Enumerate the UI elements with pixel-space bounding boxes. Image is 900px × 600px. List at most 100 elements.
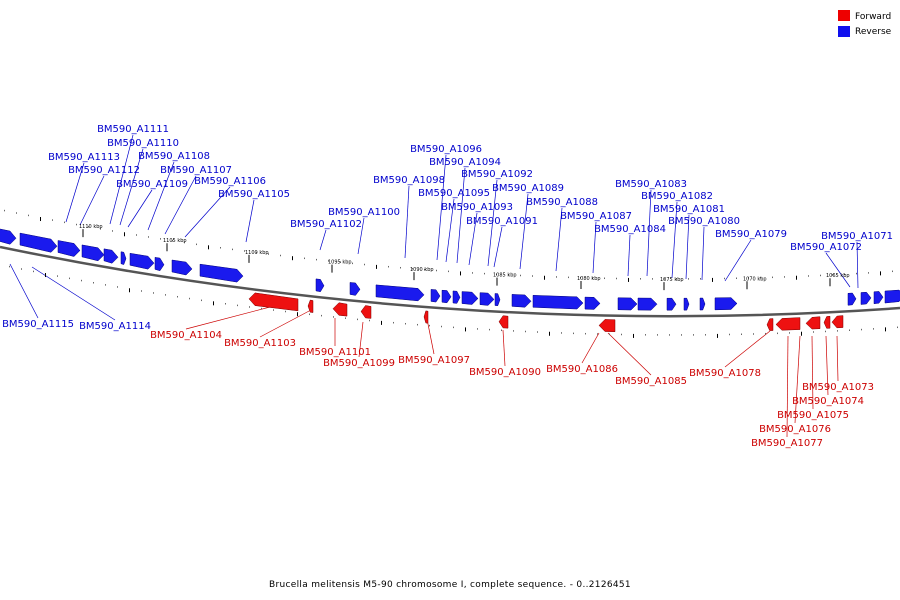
backbone-dot (148, 236, 149, 238)
gene-feature[interactable] (360, 305, 372, 319)
gene-feature[interactable] (349, 282, 361, 296)
gene-label-reverse[interactable]: BM590_A1082 (641, 191, 713, 202)
gene-label-reverse[interactable]: BM590_A1114 (79, 321, 151, 332)
gene-feature[interactable] (823, 315, 831, 329)
leader-line (357, 217, 365, 255)
gene-feature[interactable] (532, 295, 584, 310)
gene-label-forward[interactable]: BM590_A1103 (224, 338, 296, 349)
gene-label-forward[interactable]: BM590_A1074 (792, 396, 864, 407)
leader-line (836, 335, 839, 382)
gene-feature[interactable] (129, 252, 155, 270)
gene-label-reverse[interactable]: BM590_A1080 (668, 216, 740, 227)
gene-label-forward[interactable]: BM590_A1085 (615, 376, 687, 387)
gene-feature[interactable] (598, 319, 616, 332)
gene-feature[interactable] (461, 291, 479, 305)
gene-feature[interactable] (775, 317, 801, 331)
gene-label-reverse[interactable]: BM590_A1084 (594, 224, 666, 235)
gene-feature[interactable] (714, 297, 738, 311)
gene-label-reverse[interactable]: BM590_A1095 (418, 188, 490, 199)
gene-label-forward[interactable]: BM590_A1101 (299, 347, 371, 358)
gene-feature[interactable] (423, 310, 429, 324)
backbone-dot (352, 262, 353, 265)
gene-label-reverse[interactable]: BM590_A1105 (218, 189, 290, 200)
leader-line (825, 335, 829, 396)
gene-label-reverse[interactable]: BM590_A1083 (615, 179, 687, 190)
gene-label-reverse[interactable]: BM590_A1093 (441, 202, 513, 213)
gene-feature[interactable] (637, 297, 658, 311)
gene-feature[interactable] (884, 289, 900, 304)
gene-label-reverse[interactable]: BM590_A1088 (526, 197, 598, 208)
gene-label-forward[interactable]: BM590_A1099 (323, 358, 395, 369)
gene-label-reverse[interactable]: BM590_A1108 (138, 151, 210, 162)
gene-label-reverse[interactable]: BM590_A1102 (290, 219, 362, 230)
gene-label-reverse[interactable]: BM590_A1113 (48, 152, 120, 163)
gene-feature[interactable] (666, 297, 677, 311)
gene-label-reverse[interactable]: BM590_A1110 (107, 138, 179, 149)
gene-feature[interactable] (860, 291, 872, 305)
gene-label-reverse[interactable]: BM590_A1081 (653, 204, 725, 215)
gene-label-reverse[interactable]: BM590_A1111 (97, 124, 169, 135)
gene-label-reverse[interactable]: BM590_A1079 (715, 229, 787, 240)
backbone-dot (369, 319, 370, 322)
gene-feature[interactable] (831, 315, 844, 329)
backbone-dot (688, 278, 689, 280)
gene-feature[interactable] (19, 232, 58, 253)
gene-label-reverse[interactable]: BM590_A1094 (429, 157, 501, 168)
gene-feature[interactable] (873, 291, 884, 305)
gene-label-forward[interactable]: BM590_A1090 (469, 367, 541, 378)
gene-label-reverse[interactable]: BM590_A1107 (160, 165, 232, 176)
gene-label-reverse[interactable]: BM590_A1096 (410, 144, 482, 155)
gene-label-reverse[interactable]: BM590_A1089 (492, 183, 564, 194)
gene-feature[interactable] (57, 240, 81, 257)
gene-label-forward[interactable]: BM590_A1077 (751, 438, 823, 449)
gene-feature[interactable] (699, 297, 706, 311)
gene-feature[interactable] (766, 318, 774, 331)
gene-feature[interactable] (154, 257, 165, 272)
gene-feature[interactable] (430, 289, 441, 303)
gene-feature[interactable] (584, 296, 601, 310)
gene-feature[interactable] (248, 292, 299, 312)
gene-feature[interactable] (617, 297, 638, 311)
gene-feature[interactable] (81, 244, 105, 262)
gene-label-forward[interactable]: BM590_A1078 (689, 368, 761, 379)
gene-feature[interactable] (0, 228, 17, 245)
gene-label-reverse[interactable]: BM590_A1092 (461, 169, 533, 180)
gene-feature[interactable] (479, 292, 495, 306)
gene-label-forward[interactable]: BM590_A1086 (546, 364, 618, 375)
gene-feature[interactable] (315, 278, 325, 293)
gene-feature[interactable] (511, 294, 532, 308)
gene-feature[interactable] (375, 284, 425, 302)
gene-feature[interactable] (441, 289, 452, 304)
gene-feature[interactable] (498, 315, 509, 329)
gene-feature[interactable] (494, 293, 501, 307)
gene-label-reverse[interactable]: BM590_A1106 (194, 176, 266, 187)
gene-label-reverse[interactable]: BM590_A1091 (466, 216, 538, 227)
gene-feature[interactable] (847, 292, 857, 306)
gene-label-reverse[interactable]: BM590_A1112 (68, 165, 140, 176)
gene-label-forward[interactable]: BM590_A1073 (802, 382, 874, 393)
gene-feature[interactable] (199, 263, 244, 283)
gene-label-reverse[interactable]: BM590_A1071 (821, 231, 893, 242)
backbone-dot (412, 267, 413, 270)
gene-feature[interactable] (103, 248, 119, 264)
gene-feature[interactable] (120, 251, 127, 265)
gene-feature[interactable] (307, 299, 314, 313)
gene-label-reverse[interactable]: BM590_A1087 (560, 211, 632, 222)
gene-feature[interactable] (452, 290, 461, 304)
gene-label-forward[interactable]: BM590_A1104 (150, 330, 222, 341)
gene-features (0, 228, 900, 332)
gene-label-reverse[interactable]: BM590_A1115 (2, 319, 74, 330)
gene-label-reverse[interactable]: BM590_A1098 (373, 175, 445, 186)
gene-label-reverse[interactable]: BM590_A1100 (328, 207, 400, 218)
gene-label-forward[interactable]: BM590_A1075 (777, 410, 849, 421)
gene-feature[interactable] (683, 297, 690, 311)
gene-label-reverse[interactable]: BM590_A1072 (790, 242, 862, 253)
gene-feature[interactable] (171, 259, 193, 276)
gene-label-reverse[interactable]: BM590_A1109 (116, 179, 188, 190)
gene-label-forward[interactable]: BM590_A1097 (398, 355, 470, 366)
gene-label-forward[interactable]: BM590_A1076 (759, 424, 831, 435)
gene-feature[interactable] (332, 302, 348, 317)
gene-feature[interactable] (805, 316, 821, 330)
leader-line (701, 226, 705, 281)
legend: Forward Reverse (838, 10, 892, 37)
